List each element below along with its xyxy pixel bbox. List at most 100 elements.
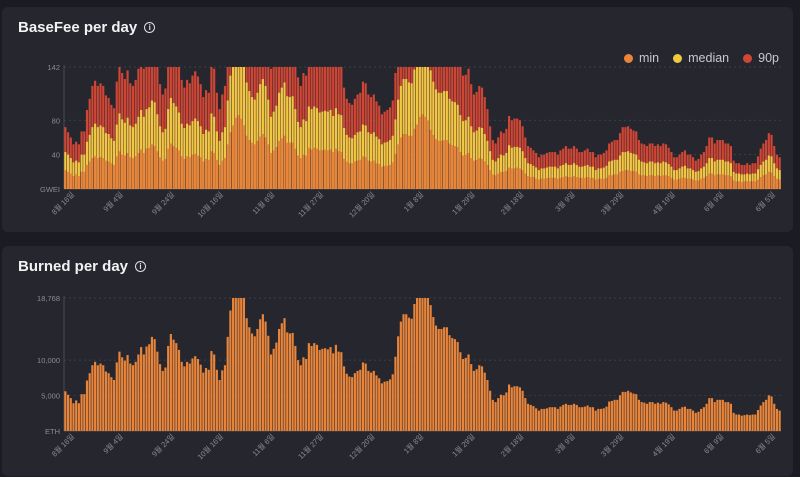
info-icon[interactable]: i bbox=[135, 261, 147, 272]
bar-min bbox=[413, 128, 416, 189]
bar-burned bbox=[207, 369, 210, 431]
bar-min bbox=[434, 139, 438, 189]
bar-min bbox=[402, 134, 405, 189]
legend-item-median[interactable]: median bbox=[673, 51, 729, 65]
bar-min bbox=[140, 149, 143, 189]
bar-min bbox=[172, 146, 175, 189]
bar-min bbox=[177, 150, 181, 189]
bar-min bbox=[261, 134, 264, 189]
bar-min bbox=[131, 158, 135, 189]
bar-burned bbox=[735, 414, 738, 431]
bar-min bbox=[226, 144, 229, 189]
bar-min bbox=[727, 175, 730, 189]
bar-min bbox=[394, 153, 397, 189]
bar-burned bbox=[115, 362, 118, 431]
bar-burned bbox=[648, 402, 651, 431]
bar-burned bbox=[499, 394, 503, 431]
bar-burned bbox=[278, 328, 281, 431]
bar-burned bbox=[321, 348, 324, 431]
bar-burned bbox=[535, 408, 538, 431]
bar-burned bbox=[643, 402, 646, 431]
burned-title-row: Burned per day i bbox=[18, 258, 147, 275]
bar-burned bbox=[727, 402, 730, 431]
bar-burned bbox=[237, 298, 240, 431]
bar-burned bbox=[83, 394, 86, 431]
bar-median bbox=[602, 167, 605, 189]
bar-burned bbox=[199, 364, 202, 431]
bar-min bbox=[667, 176, 670, 189]
bar-min bbox=[167, 148, 170, 189]
bar-burned bbox=[567, 404, 570, 431]
bar-min bbox=[567, 176, 570, 189]
x-tick-label: 10월 16일 bbox=[195, 431, 225, 461]
bar-min bbox=[296, 155, 300, 189]
bar-min bbox=[80, 171, 83, 189]
bar-burned bbox=[164, 367, 167, 431]
x-tick-label: 12월 20일 bbox=[346, 189, 376, 219]
bar-min bbox=[405, 134, 408, 189]
bar-min bbox=[118, 151, 121, 189]
bar-min bbox=[188, 157, 191, 189]
bar-min bbox=[746, 181, 749, 189]
bar-min bbox=[64, 170, 67, 189]
bar-burned bbox=[407, 317, 411, 431]
bar-min bbox=[221, 160, 224, 189]
bar-min bbox=[372, 160, 375, 189]
bar-median bbox=[583, 165, 586, 189]
bar-burned bbox=[307, 343, 310, 431]
bar-min bbox=[524, 173, 527, 189]
bar-burned bbox=[286, 332, 289, 431]
y-tick-label: 40 bbox=[52, 151, 60, 160]
x-tick-label: 9월 4일 bbox=[101, 431, 125, 455]
bar-min bbox=[602, 178, 605, 189]
bar-min bbox=[329, 149, 332, 189]
bar-burned bbox=[621, 391, 624, 431]
bar-min bbox=[134, 156, 137, 189]
x-tick-label: 11월 6일 bbox=[250, 189, 277, 216]
bar-min bbox=[416, 124, 419, 189]
bar-burned bbox=[467, 354, 470, 431]
bar-min bbox=[104, 160, 108, 189]
bar-min bbox=[121, 154, 124, 189]
bar-burned bbox=[694, 412, 697, 431]
bar-min bbox=[283, 135, 286, 189]
legend-item-90p[interactable]: 90p bbox=[743, 51, 779, 65]
bar-burned bbox=[96, 365, 99, 431]
bar-min bbox=[299, 158, 302, 189]
bar-burned bbox=[345, 373, 348, 431]
bar-min bbox=[191, 154, 194, 189]
bar-min bbox=[342, 158, 346, 189]
burned-title: Burned per day bbox=[18, 258, 129, 275]
bar-min bbox=[169, 143, 172, 189]
bar-burned bbox=[353, 373, 356, 431]
bar-min bbox=[689, 178, 692, 189]
bar-burned bbox=[294, 345, 297, 431]
bar-burned bbox=[102, 365, 105, 431]
bar-burned bbox=[437, 328, 440, 431]
bar-burned bbox=[104, 371, 108, 431]
bar-min bbox=[286, 142, 289, 189]
bar-min bbox=[545, 177, 549, 189]
bar-burned bbox=[229, 310, 232, 431]
bar-min bbox=[240, 118, 243, 189]
bar-min bbox=[713, 175, 716, 189]
bar-median bbox=[740, 174, 743, 189]
legend-item-min[interactable]: min bbox=[623, 51, 659, 65]
bar-min bbox=[248, 140, 251, 189]
bar-burned bbox=[313, 343, 316, 431]
bar-burned bbox=[315, 344, 319, 431]
bar-min bbox=[467, 152, 470, 189]
bar-min bbox=[326, 150, 329, 189]
info-icon[interactable]: i bbox=[144, 22, 156, 33]
bar-burned bbox=[586, 405, 589, 431]
bar-burned bbox=[686, 408, 689, 431]
bar-burned bbox=[367, 370, 370, 431]
bar-min bbox=[161, 160, 164, 189]
bar-burned bbox=[627, 390, 630, 431]
bar-median bbox=[621, 152, 624, 189]
bar-burned bbox=[464, 357, 467, 431]
bar-burned bbox=[299, 365, 302, 431]
bar-burned bbox=[156, 351, 159, 431]
bar-burned bbox=[175, 343, 178, 431]
